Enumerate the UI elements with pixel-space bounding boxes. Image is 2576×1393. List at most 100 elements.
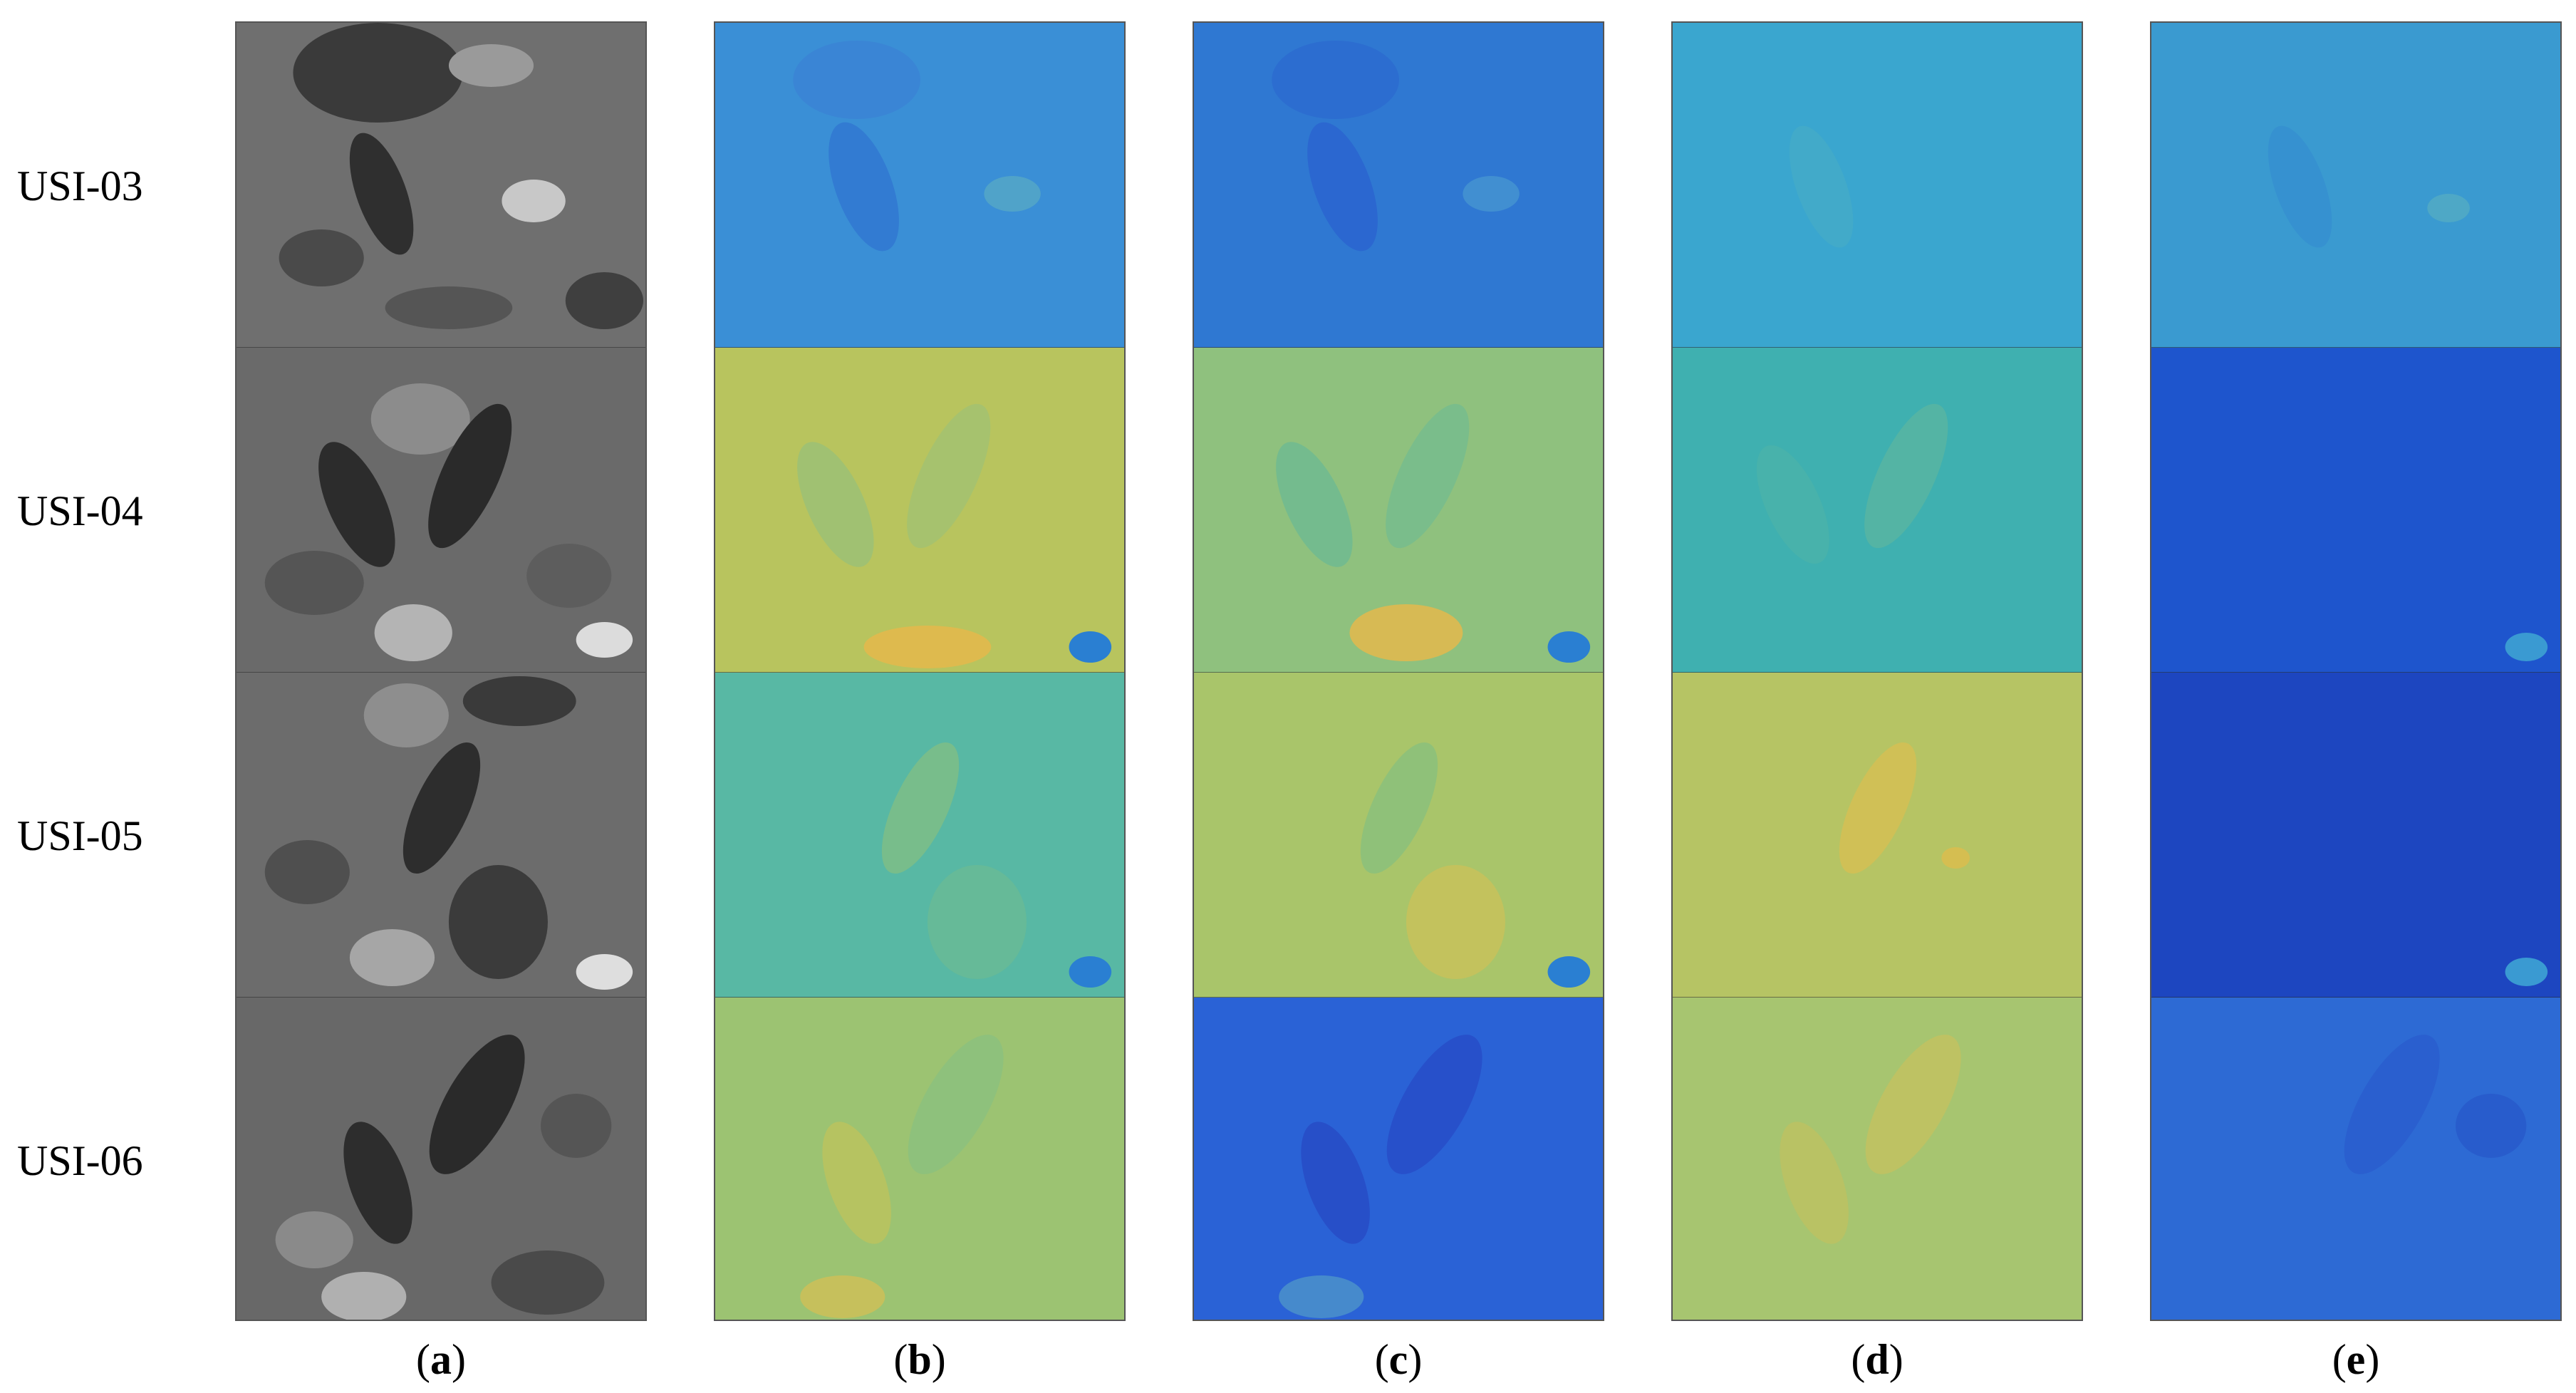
feature-map-usi-05 <box>715 673 1124 998</box>
tile-c-usi-06 <box>1194 998 1603 1320</box>
object-highlight <box>1547 631 1591 663</box>
feature-map-usi-04 <box>1194 348 1603 673</box>
column-e-feature-maps <box>2150 21 2562 1321</box>
object-highlight <box>1406 865 1505 979</box>
caption-b: (b) <box>893 1336 946 1383</box>
tile-bg <box>715 23 1124 348</box>
object-highlight <box>863 626 992 668</box>
sea-cucumber <box>349 133 414 255</box>
object-shadow <box>1301 1122 1370 1244</box>
caption-e: (e) <box>2332 1336 2380 1383</box>
rock <box>462 676 576 726</box>
tile-d-usi-03 <box>1673 23 2082 348</box>
object-highlight <box>1864 403 1948 549</box>
feature-map-usi-03 <box>2151 23 2560 348</box>
tile-b-usi-03 <box>715 23 1124 348</box>
pebble <box>448 44 534 87</box>
feature-map-usi-06 <box>2151 998 2560 1320</box>
rock <box>385 286 513 329</box>
object-highlight <box>1839 742 1917 874</box>
feature-map-usi-04 <box>1673 348 2082 673</box>
object-highlight <box>1865 1035 1961 1174</box>
tile-d-usi-05 <box>1673 673 2082 998</box>
rock <box>541 1094 612 1158</box>
column-b-feature-maps <box>714 21 1126 1321</box>
sea-cucumber <box>429 1035 525 1174</box>
object-shadow <box>1360 742 1438 874</box>
object-shadow <box>2268 125 2332 248</box>
object-highlight <box>1069 631 1112 663</box>
pebble <box>374 604 452 661</box>
pebble <box>363 683 449 747</box>
tile-d-usi-04 <box>1673 348 2082 673</box>
pebble <box>576 954 633 990</box>
tile-bg <box>1194 23 1603 348</box>
feature-map-usi-05 <box>2151 673 2560 998</box>
object-shadow <box>1276 442 1353 567</box>
rock <box>491 1250 605 1315</box>
pebble <box>576 622 633 658</box>
grayscale-image-usi-06 <box>237 998 645 1320</box>
object-highlight <box>1547 956 1591 988</box>
tile-b-usi-04 <box>715 348 1124 673</box>
tile-b-usi-06 <box>715 998 1124 1320</box>
feature-map-usi-06 <box>715 998 1124 1320</box>
caption-d: (d) <box>1851 1336 1904 1383</box>
sea-cucumber <box>428 403 512 549</box>
object-highlight <box>822 1122 891 1244</box>
rock <box>448 865 548 979</box>
object-shadow <box>1386 403 1470 549</box>
column-c-feature-maps <box>1193 21 1604 1321</box>
object-highlight <box>2505 633 2548 661</box>
pebble <box>349 929 435 986</box>
sea-cucumber <box>343 1122 412 1244</box>
caption-letter-b: b <box>908 1336 932 1383</box>
tile-e-usi-05 <box>2151 673 2560 998</box>
object-highlight <box>1780 1122 1849 1244</box>
row-label-usi-03: USI-03 <box>17 162 143 209</box>
row-label-usi-04: USI-04 <box>17 487 143 534</box>
object-shadow <box>907 403 991 549</box>
caption-letter-a: a <box>430 1336 452 1383</box>
object-shadow <box>1272 41 1399 119</box>
feature-map-usi-04 <box>2151 348 2560 673</box>
rock <box>526 544 612 608</box>
grayscale-image-usi-05 <box>237 673 645 998</box>
rock <box>565 272 644 329</box>
feature-map-usi-03 <box>715 23 1124 348</box>
feature-map-usi-03 <box>1194 23 1603 348</box>
row-label-usi-06: USI-06 <box>17 1137 143 1184</box>
tile-c-usi-05 <box>1194 673 1603 998</box>
object-highlight <box>1463 176 1520 212</box>
feature-map-usi-06 <box>1673 998 2082 1320</box>
object-shadow <box>1307 122 1378 252</box>
sea-cucumber <box>402 742 481 874</box>
pebble <box>370 383 470 455</box>
column-a-grayscale-images <box>235 21 647 1321</box>
row-label-usi-05: USI-05 <box>17 812 143 859</box>
object-shadow <box>797 442 874 567</box>
caption-c: (c) <box>1374 1336 1423 1383</box>
object-highlight <box>1349 604 1463 661</box>
object-shadow <box>1386 1035 1482 1174</box>
pebble <box>321 1272 407 1320</box>
column-d-feature-maps <box>1671 21 2083 1321</box>
object-highlight <box>927 865 1027 979</box>
sea-cucumber <box>318 442 395 567</box>
grayscale-image-usi-03 <box>237 23 645 348</box>
tile-e-usi-03 <box>2151 23 2560 348</box>
object-highlight <box>1069 956 1112 988</box>
tile-c-usi-03 <box>1194 23 1603 348</box>
tile-b-usi-05 <box>715 673 1124 998</box>
object-highlight <box>1789 125 1854 248</box>
tile-d-usi-06 <box>1673 998 2082 1320</box>
tile-e-usi-04 <box>2151 348 2560 673</box>
tile-a-usi-06 <box>237 998 645 1320</box>
object-highlight <box>800 1275 886 1318</box>
feature-map-usi-05 <box>1194 673 1603 998</box>
caption-a: (a) <box>416 1336 466 1383</box>
feature-map-usi-05 <box>1673 673 2082 998</box>
pebble <box>275 1211 353 1268</box>
grayscale-image-usi-04 <box>237 348 645 673</box>
rock <box>264 840 350 904</box>
